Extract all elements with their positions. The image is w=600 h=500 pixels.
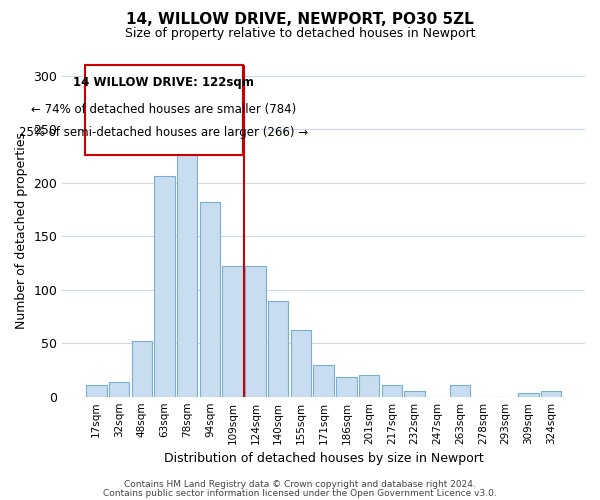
Bar bbox=[541, 392, 561, 396]
Bar bbox=[313, 364, 334, 396]
Bar bbox=[290, 330, 311, 396]
Bar bbox=[336, 378, 356, 396]
Bar bbox=[268, 302, 289, 396]
Bar bbox=[450, 385, 470, 396]
Bar bbox=[86, 385, 107, 396]
Y-axis label: Number of detached properties: Number of detached properties bbox=[15, 132, 28, 330]
Bar bbox=[359, 376, 379, 396]
Bar bbox=[177, 140, 197, 396]
Bar bbox=[245, 266, 266, 396]
Bar bbox=[109, 382, 129, 396]
X-axis label: Distribution of detached houses by size in Newport: Distribution of detached houses by size … bbox=[164, 452, 484, 465]
Bar bbox=[518, 394, 539, 396]
Bar bbox=[200, 202, 220, 396]
Text: 14, WILLOW DRIVE, NEWPORT, PO30 5ZL: 14, WILLOW DRIVE, NEWPORT, PO30 5ZL bbox=[126, 12, 474, 28]
Bar bbox=[154, 176, 175, 396]
Text: 14 WILLOW DRIVE: 122sqm: 14 WILLOW DRIVE: 122sqm bbox=[73, 76, 254, 88]
Bar bbox=[382, 385, 402, 396]
Text: Size of property relative to detached houses in Newport: Size of property relative to detached ho… bbox=[125, 28, 475, 40]
Text: 25% of semi-detached houses are larger (266) →: 25% of semi-detached houses are larger (… bbox=[19, 126, 308, 139]
Text: Contains HM Land Registry data © Crown copyright and database right 2024.: Contains HM Land Registry data © Crown c… bbox=[124, 480, 476, 489]
Bar bbox=[404, 392, 425, 396]
Text: ← 74% of detached houses are smaller (784): ← 74% of detached houses are smaller (78… bbox=[31, 102, 296, 116]
Bar bbox=[223, 266, 243, 396]
FancyBboxPatch shape bbox=[85, 65, 243, 154]
Text: Contains public sector information licensed under the Open Government Licence v3: Contains public sector information licen… bbox=[103, 490, 497, 498]
Bar bbox=[131, 341, 152, 396]
